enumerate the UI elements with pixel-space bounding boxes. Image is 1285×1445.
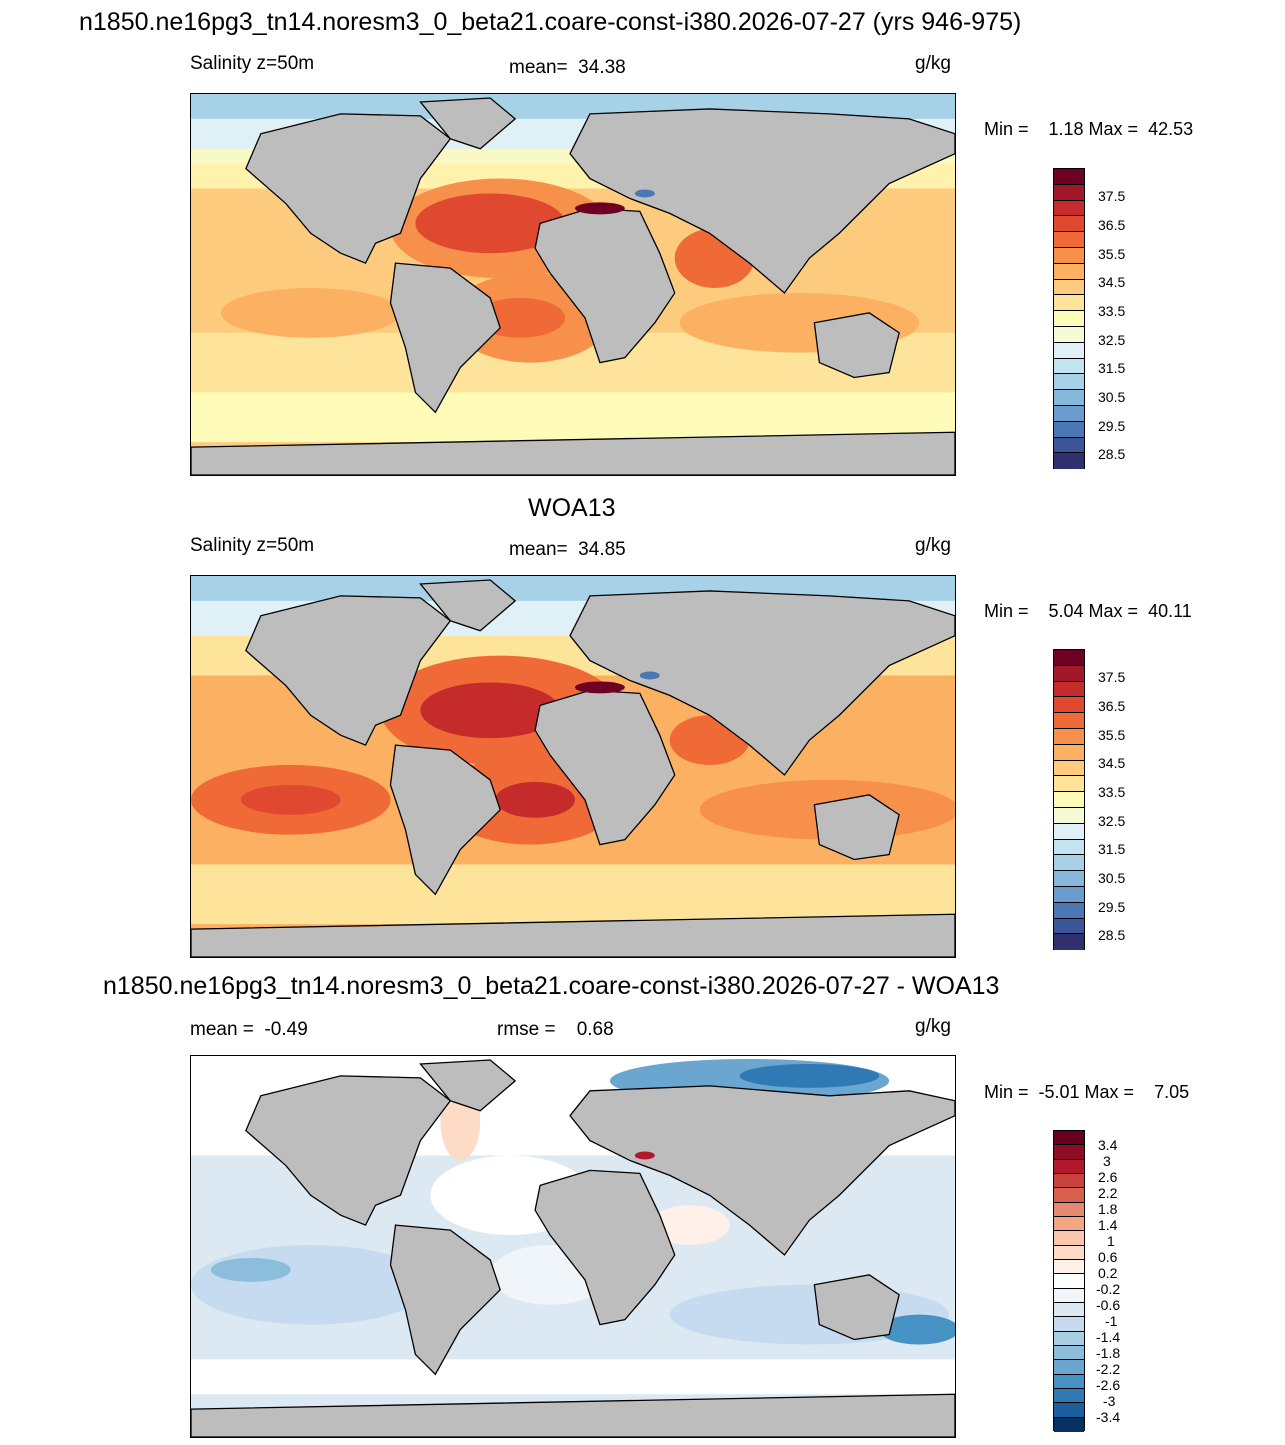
panel1-map-svg [191, 94, 955, 475]
panel3-cbar-label: -2.2 [1096, 1361, 1121, 1377]
panel3-cbar-label: 3.4 [1098, 1137, 1118, 1153]
panel3-cbar-label: 1 [1107, 1233, 1115, 1249]
panel1-cbar-label: 34.5 [1098, 274, 1126, 290]
panel1-cbar-label: 32.5 [1098, 332, 1126, 348]
panel3-cbar-label: 0.6 [1098, 1249, 1118, 1265]
panel2-cbar-label: 37.5 [1098, 669, 1126, 685]
panel3-colorbar [1053, 1130, 1085, 1432]
panel1-cbar-label: 35.5 [1098, 246, 1126, 262]
panel1-cbar-label: 30.5 [1098, 389, 1126, 405]
panel3-cbar-label: 3 [1103, 1153, 1111, 1169]
panel1-mean-label: mean= 34.38 [509, 57, 626, 78]
panel3-landmasses [191, 1059, 955, 1437]
panel3-rmse-label: rmse = 0.68 [497, 1019, 614, 1040]
panel2-cbar-label: 33.5 [1098, 784, 1126, 800]
panel1-cbar-label: 28.5 [1098, 446, 1126, 462]
panel2-variable-label: Salinity z=50m [190, 535, 315, 556]
panel2-cbar-label: 32.5 [1098, 813, 1126, 829]
panel1-map [190, 93, 956, 476]
panel2-map-svg [191, 576, 955, 957]
panel3-cbar-label: 2.2 [1098, 1185, 1118, 1201]
panel3-minmax-label: Min = -5.01 Max = 7.05 [984, 1082, 1190, 1102]
panel3-map-svg [191, 1056, 955, 1437]
panel3-cbar-label: -1.4 [1096, 1329, 1121, 1345]
panel3-cbar-label: -3.4 [1096, 1409, 1121, 1425]
panel2-cbar-label: 34.5 [1098, 755, 1126, 771]
panel3-units-label: g/kg [915, 1016, 951, 1037]
panel2-title: WOA13 [528, 494, 616, 522]
panel1-cbar-label: 31.5 [1098, 360, 1126, 376]
panel3-cbar-label: 1.8 [1098, 1201, 1118, 1217]
panel1-minmax-label: Min = 1.18 Max = 42.53 [984, 119, 1194, 139]
panel3-cbar-label: 2.6 [1098, 1169, 1118, 1185]
panel3-cbar-label: 0.2 [1098, 1265, 1118, 1281]
panel2-cbar-label: 36.5 [1098, 698, 1126, 714]
panel2-mean-label: mean= 34.85 [509, 539, 626, 560]
panel3-cbar-label: -1.8 [1096, 1345, 1121, 1361]
panel3-cbar-label: -1 [1105, 1313, 1118, 1329]
panel1-landmasses [191, 97, 955, 475]
panel3-map [190, 1055, 956, 1438]
panel1-cbar-label: 36.5 [1098, 217, 1126, 233]
panel2-map [190, 575, 956, 958]
panel3-cbar-label: -3 [1103, 1393, 1116, 1409]
main-title: n1850.ne16pg3_tn14.noresm3_0_beta21.coar… [79, 8, 1022, 36]
panel3-mean-label: mean = -0.49 [190, 1019, 308, 1040]
panel2-cbar-label: 30.5 [1098, 870, 1126, 886]
panel3-cbar-label: 1.4 [1098, 1217, 1118, 1233]
panel3-cbar-label: -0.6 [1096, 1297, 1121, 1313]
panel1-colorbar [1053, 168, 1085, 470]
panel1-cbar-label: 37.5 [1098, 188, 1126, 204]
panel1-cbar-label: 33.5 [1098, 303, 1126, 319]
panel2-units-label: g/kg [915, 535, 951, 556]
panel2-landmasses [191, 579, 955, 957]
panel3-cbar-label: -2.6 [1096, 1377, 1121, 1393]
panel1-units-label: g/kg [915, 53, 951, 74]
panel1-cbar-label: 29.5 [1098, 418, 1126, 434]
panel2-minmax-label: Min = 5.04 Max = 40.11 [984, 601, 1192, 621]
panel2-cbar-label: 28.5 [1098, 927, 1126, 943]
panel1-variable-label: Salinity z=50m [190, 53, 315, 74]
panel2-cbar-label: 35.5 [1098, 727, 1126, 743]
panel3-title: n1850.ne16pg3_tn14.noresm3_0_beta21.coar… [103, 972, 1000, 1000]
panel2-colorbar [1053, 649, 1085, 951]
panel2-cbar-label: 29.5 [1098, 899, 1126, 915]
panel2-cbar-label: 31.5 [1098, 841, 1126, 857]
panel3-cbar-label: -0.2 [1096, 1281, 1121, 1297]
